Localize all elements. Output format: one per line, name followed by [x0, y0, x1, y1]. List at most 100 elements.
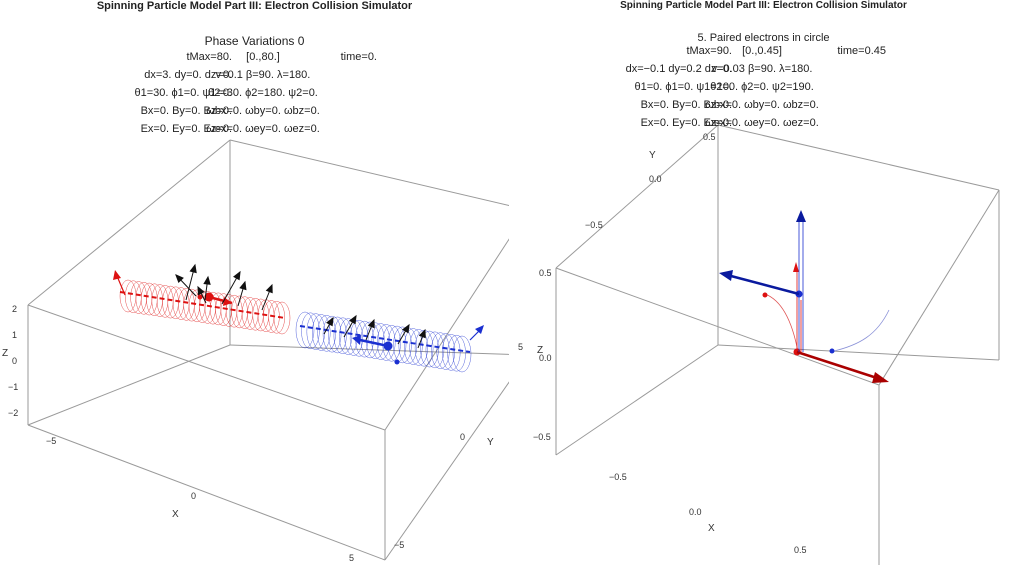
helix-loop — [436, 333, 456, 370]
left-electron2-velocity-arrow — [352, 335, 361, 345]
parameter-value: ωbx=0. ωby=0. ωbz=0. — [206, 105, 320, 117]
right-electron1-velocity-arrow — [872, 372, 889, 383]
right-z-tick: 0.0 — [539, 353, 552, 363]
spin-arrow-head — [197, 285, 205, 296]
left-z-axis-label: Z — [2, 348, 9, 359]
right-z-tick: 0.5 — [539, 268, 552, 278]
right-y-tick: 0.5 — [703, 132, 716, 142]
parameter-line: Bx=0. By=0. Bz=0. ωbx=0. ωby=0. ωbz=0. — [509, 98, 1018, 113]
right-electron1-normal-arrow — [793, 262, 799, 272]
helix-loop — [273, 301, 291, 335]
left-electron2-dot — [394, 359, 400, 365]
right-electron1-trajectory — [762, 262, 889, 383]
left-electron2-trajectory — [295, 311, 484, 373]
helix-loop — [371, 323, 391, 360]
helix-loop — [393, 326, 412, 364]
helix-loop — [431, 332, 450, 369]
left-electron1-velocity-arrow — [223, 297, 232, 306]
left-x-tick: 5 — [349, 553, 355, 563]
helix-loop — [425, 331, 445, 369]
parameter-value: θ1=0. ϕ1=0. ψ1=10. — [634, 81, 733, 93]
parameter-line: dx=3. dy=0. dz=0. v=0.1 β=90. λ=180. — [0, 68, 509, 83]
spin-arrow-head — [189, 263, 197, 274]
parameter-value: time=0.45 — [837, 45, 886, 57]
parameter-line: tMax=90. [0.,0.45] time=0.45 — [509, 44, 1018, 59]
right-electron2-path — [833, 309, 890, 352]
left-z-tick: −1 — [8, 382, 19, 392]
parameter-line: Bx=0. By=0. Bz=0. ωbx=0. ωby=0. ωbz=0. — [0, 104, 509, 119]
right-simulation-panel: Spinning Particle Model Part III: Electr… — [509, 0, 1018, 565]
right-electron2-normal-arrow — [796, 210, 806, 222]
parameter-value: θ1=30. ϕ1=0. ψ1=0. — [134, 87, 233, 99]
parameter-value: ωbx=0. ωby=0. ωbz=0. — [705, 99, 819, 111]
helix-loop — [447, 334, 466, 372]
spin-arrow-head — [326, 316, 334, 327]
helix-loop — [404, 328, 423, 365]
right-electron2-velocity-arrow — [719, 270, 733, 281]
helix-loop — [349, 320, 369, 357]
helix-loop — [306, 313, 326, 350]
parameter-value: Bx=0. By=0. Bz=0. — [140, 105, 232, 117]
spin-arrow-head — [418, 328, 426, 339]
right-electron2-dot — [829, 348, 835, 354]
left-electron1-trajectory — [113, 270, 291, 335]
left-simulation-panel: Spinning Particle Model Part III: Electr… — [0, 0, 523, 565]
parameter-value: Ex=0. Ey=0. Ez=0. — [640, 117, 732, 129]
helix-loop — [382, 324, 401, 362]
right-z-axis-label: Z — [537, 345, 544, 356]
left-x-tick: −5 — [46, 436, 57, 446]
left-electron2-normal-arrow — [475, 325, 484, 334]
left-electron2-path — [299, 325, 471, 353]
parameter-value: dx=−0.1 dy=0.2 dz=0. — [625, 63, 732, 75]
helix-loop — [322, 315, 342, 353]
left-y-tick: 0 — [460, 432, 466, 442]
parameter-value: v=0.03 β=90. λ=180. — [711, 63, 813, 75]
right-bounding-box — [555, 124, 1000, 565]
right-electron1-dot — [762, 292, 768, 298]
parameter-value: [0.,0.45] — [742, 45, 782, 57]
helix-loop — [301, 312, 320, 350]
parameter-line: θ1=0. ϕ1=0. ψ1=10. θ2=0. ϕ2=0. ψ2=190. — [509, 80, 1018, 95]
helix-loop — [268, 300, 285, 334]
helix-loop — [328, 316, 347, 354]
parameter-line: θ1=30. ϕ1=0. ψ1=0. θ2=30. ϕ2=180. ψ2=0. — [0, 86, 509, 101]
spin-arrow-head — [401, 323, 410, 334]
right-subtitle: 5. Paired electrons in circle — [697, 32, 830, 44]
left-x-axis-label: X — [172, 509, 179, 520]
helix-loop — [317, 315, 336, 352]
spin-arrow-head — [265, 283, 273, 294]
helix-loop — [311, 314, 331, 351]
parameter-value: tMax=90. — [686, 45, 732, 57]
parameter-value: time=0. — [340, 51, 377, 63]
right-electron2-trajectory — [719, 210, 890, 354]
right-x-axis-label: X — [708, 523, 715, 534]
parameter-value: [0.,80.] — [246, 51, 280, 63]
helix-loop — [333, 317, 353, 355]
left-3d-plot[interactable] — [0, 0, 509, 565]
left-bounding-box — [27, 139, 509, 561]
spin-arrow-head — [367, 318, 375, 329]
spin-arrow-head — [175, 274, 184, 284]
left-electron1-normal-arrow — [113, 270, 121, 280]
parameter-value: ωex=0. ωey=0. ωez=0. — [206, 123, 320, 135]
spin-arrow-head — [349, 314, 357, 325]
parameter-value: dx=3. dy=0. dz=0. — [144, 69, 232, 81]
left-y-tick: −5 — [394, 540, 405, 550]
left-electron1-path — [119, 291, 286, 319]
helix-loop — [441, 334, 461, 371]
parameter-value: θ2=30. ϕ2=180. ψ2=0. — [208, 87, 318, 99]
left-electron1-dot — [197, 294, 203, 300]
parameter-line: dx=−0.1 dy=0.2 dz=0. v=0.03 β=90. λ=180. — [509, 62, 1018, 77]
right-x-tick: −0.5 — [609, 472, 627, 482]
right-y-axis-label: Y — [649, 150, 656, 161]
parameter-line: Ex=0. Ey=0. Ez=0. ωex=0. ωey=0. ωez=0. — [0, 122, 509, 137]
right-3d-plot[interactable] — [509, 0, 1018, 565]
left-z-tick: 0 — [12, 356, 18, 366]
helix-loop — [398, 327, 418, 364]
left-y-tick: 5 — [518, 342, 524, 352]
spin-arrow-head — [233, 270, 241, 281]
left-z-tick: 1 — [12, 330, 18, 340]
left-panel-title: Spinning Particle Model Part III: Electr… — [96, 0, 413, 12]
right-y-tick: −0.5 — [585, 220, 603, 230]
right-y-tick: 0.0 — [649, 174, 662, 184]
